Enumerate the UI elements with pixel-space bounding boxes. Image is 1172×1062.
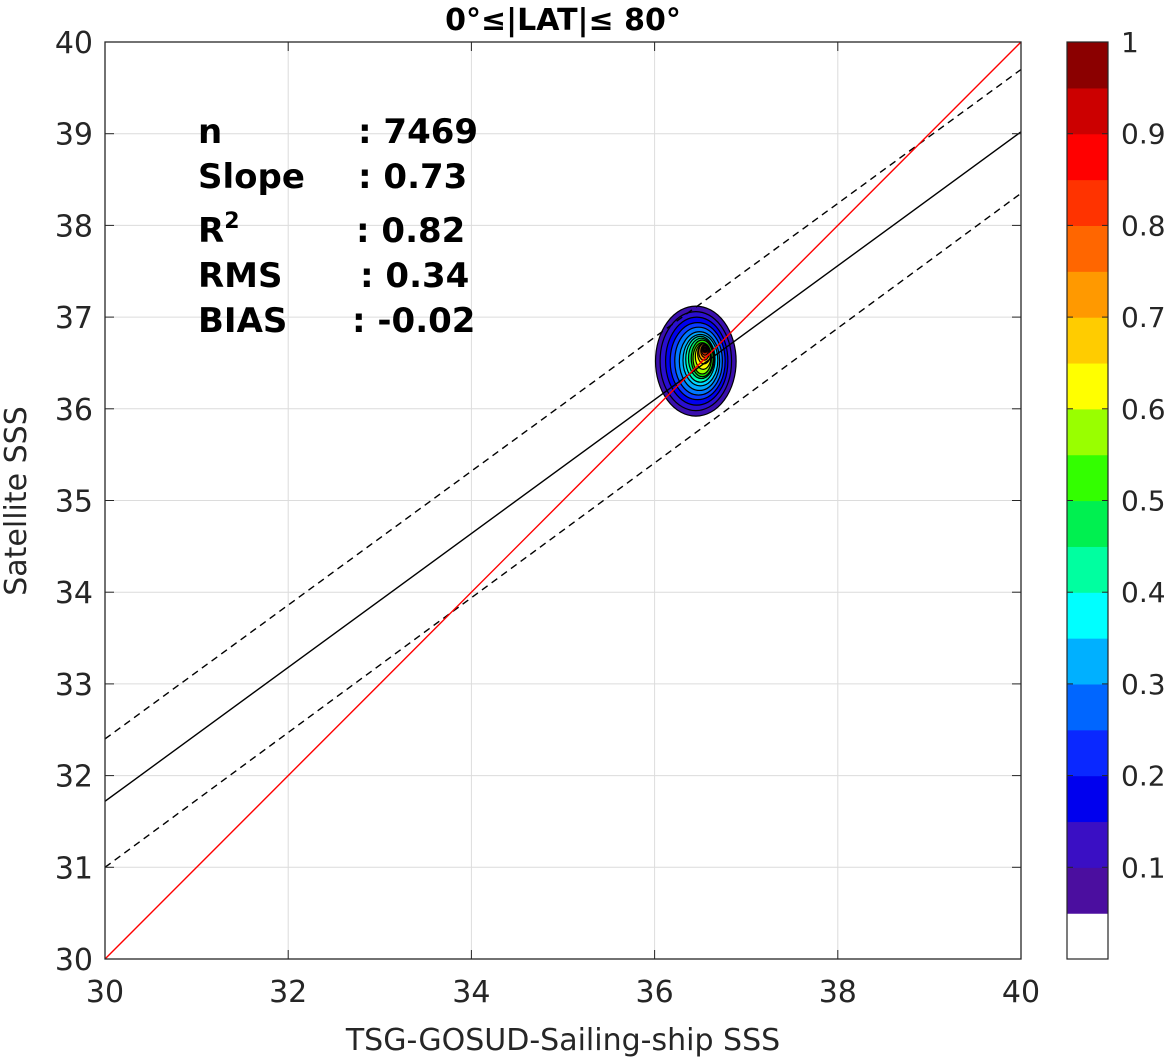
colorbar-tick-label: 0.4 [1121,576,1166,609]
colorbar-segment [1067,362,1108,410]
colorbar-segment [1067,638,1108,685]
y-tick-label: 38 [55,209,93,244]
x-tick-label: 38 [819,975,857,1010]
stat-label: n [198,112,222,152]
x-tick-label: 40 [1002,975,1040,1010]
lower-bound-line [105,192,1021,868]
stat-value: : 7469 [358,112,478,152]
colorbar-tick-label: 0.6 [1121,393,1166,426]
colorbar-tick-label: 0.8 [1121,209,1166,242]
x-tick-label: 30 [86,975,124,1010]
y-tick-label: 34 [55,576,93,611]
colorbar-tick-label: 0.9 [1121,118,1166,151]
density-contour-level [703,347,707,352]
colorbar-segment [1067,408,1108,456]
colorbar-segment [1067,546,1108,593]
colorbar-segment [1067,133,1108,181]
x-axis-label: TSG-GOSUD-Sailing-ship SSS [345,1023,780,1058]
y-tick-label: 30 [55,943,93,978]
upper-bound-line [105,68,1021,740]
y-tick-label: 36 [55,393,93,428]
colorbar-segment [1067,87,1108,135]
y-tick-label: 33 [55,668,93,703]
colorbar-segment [1067,913,1108,960]
y-tick-label: 40 [55,26,93,61]
y-tick-label: 31 [55,851,93,886]
y-tick-label: 35 [55,485,93,520]
stat-value: : 0.34 [360,256,469,296]
colorbar-segment [1067,225,1108,272]
stat-value: : 0.73 [358,157,467,197]
x-tick-label: 32 [269,975,307,1010]
colorbar-segment [1067,317,1108,364]
stat-label: RMS [198,256,283,296]
colorbar-segment [1067,592,1108,639]
colorbar-segment [1067,454,1108,502]
stat-value: : 0.82 [356,211,465,251]
chart-title: 0°≤|LAT|≤ 80° [445,3,681,38]
y-tick-label: 39 [55,118,93,153]
x-tick-label: 34 [452,975,490,1010]
colorbar-tick-label: 1 [1121,26,1139,59]
stat-label-superscript: 2 [224,209,239,234]
identity-line [105,42,1021,959]
colorbar-segment [1067,729,1108,777]
colorbar-segment [1067,867,1108,914]
stat-label: Slope [198,157,305,197]
colorbar: 0.1 0.2 0.3 0.4 0.5 0.6 0.7 0.8 0.9 1 [1066,26,1166,960]
density-contours [654,305,737,417]
colorbar-segment [1067,179,1108,226]
fit-lines [105,42,1021,959]
colorbar-segment [1067,775,1108,823]
colorbar-segment [1067,683,1108,731]
colorbar-tick-label: 0.2 [1121,760,1166,793]
stat-value: : -0.02 [352,301,475,341]
colorbar-tick-label: 0.1 [1121,851,1166,884]
x-tick-label: 36 [636,975,674,1010]
colorbar-tick-label: 0.7 [1121,301,1166,334]
colorbar-tick-label: 0.3 [1121,668,1166,701]
colorbar-tick-label: 0.5 [1121,485,1166,518]
y-axis-label: Satellite SSS [0,406,34,596]
stat-label: BIAS [198,301,287,341]
colorbar-segment [1067,821,1108,868]
regression-line [105,131,1021,802]
colorbar-segment [1067,271,1108,318]
plot-area: 30 32 34 36 38 40 30 31 32 33 34 35 36 37 38 39 40 [55,26,1040,1010]
y-tick-label: 37 [55,301,93,336]
colorbar-segment [1067,42,1108,89]
y-tick-label: 32 [55,760,93,795]
colorbar-segment [1067,500,1108,547]
